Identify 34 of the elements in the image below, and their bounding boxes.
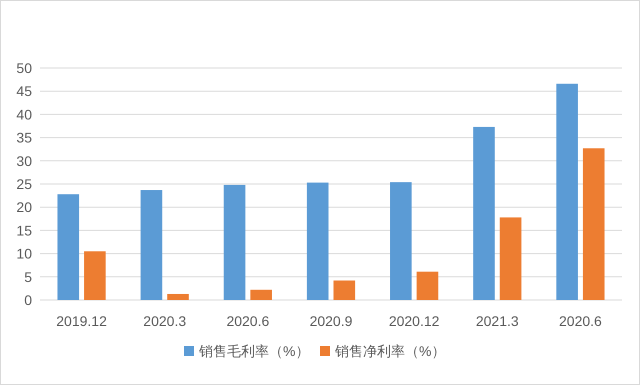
x-tick-label: 2019.12 [56, 313, 108, 329]
bar [500, 217, 522, 300]
x-tick-label: 2021.3 [476, 313, 519, 329]
bar [473, 126, 495, 300]
bar [306, 182, 329, 300]
y-tick-label: 40 [16, 106, 32, 122]
y-tick-label: 5 [24, 268, 32, 285]
x-tick-label: 2020.9 [310, 313, 353, 329]
bar [57, 194, 80, 300]
bar [333, 280, 356, 300]
legend-label: 销售净利率（%） [334, 343, 446, 359]
legend-label: 销售毛利率（%） [198, 343, 310, 359]
bar [84, 251, 106, 300]
y-tick-label: 50 [16, 60, 32, 76]
bar [556, 84, 578, 300]
y-tick-label: 20 [16, 199, 32, 216]
bar [582, 148, 605, 300]
bar [390, 182, 412, 300]
y-tick-label: 0 [24, 292, 32, 308]
bar [167, 294, 189, 300]
y-tick-label: 35 [16, 130, 32, 146]
y-tick-label: 15 [16, 222, 32, 238]
bar [140, 190, 162, 300]
x-tick-label: 2020.3 [143, 313, 186, 329]
bar [224, 184, 246, 300]
y-tick-label: 30 [16, 152, 32, 169]
x-tick-label: 2020.6 [226, 313, 270, 329]
y-tick-label: 45 [16, 83, 32, 100]
x-tick-label: 2020.6 [559, 313, 602, 329]
bar [416, 272, 438, 300]
y-tick-label: 25 [16, 176, 32, 192]
y-tick-label: 10 [16, 246, 32, 262]
bar [250, 290, 272, 300]
x-tick-label: 2020.12 [388, 313, 440, 329]
